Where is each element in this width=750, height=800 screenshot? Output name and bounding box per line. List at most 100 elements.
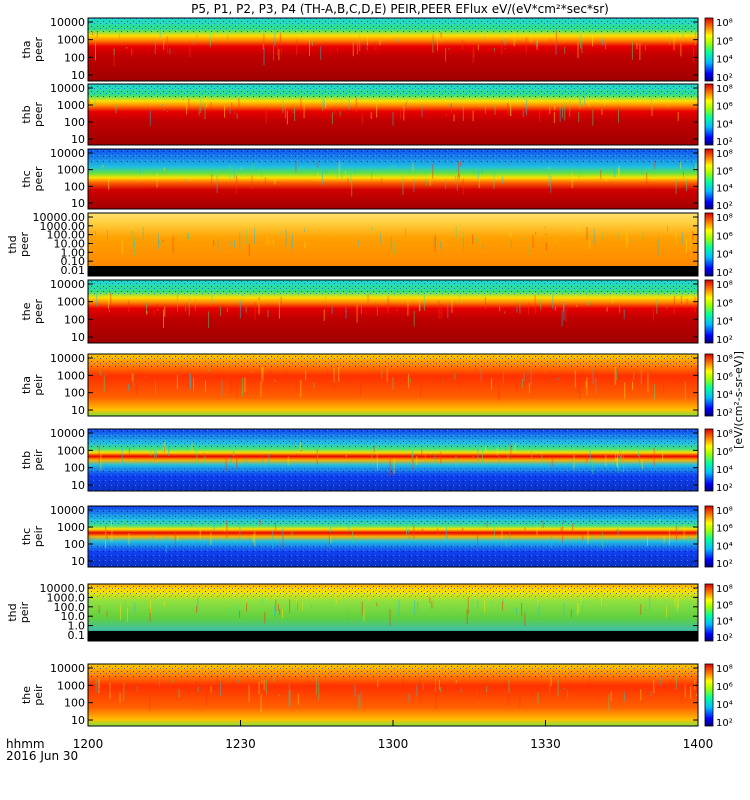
streak [196,35,198,37]
streak [313,382,315,389]
streak [445,526,447,543]
streak [140,173,142,175]
streak [617,232,619,240]
streak [677,595,679,608]
y-tick-label: 100 [64,313,85,326]
streak [252,174,254,181]
streak [477,534,479,550]
y-tick-label: 100.00 [47,229,86,242]
streak [230,456,232,464]
streak [110,292,112,305]
streak [452,609,454,612]
streak [120,604,121,620]
streak [584,96,586,105]
streak [251,175,253,190]
streak [530,367,532,386]
streak [462,105,464,121]
streak [282,527,284,542]
streak [588,232,590,238]
streak [662,453,664,461]
streak [239,611,241,618]
streak [208,521,210,523]
streak [108,309,110,313]
streak [300,97,302,110]
streak [484,105,486,114]
colorbar-tick-label: 10⁸ [716,149,733,160]
streak [478,178,480,188]
colorbar-tick-label: 10⁸ [716,18,733,29]
streak [686,178,688,192]
streak [354,684,356,698]
streak [558,378,559,380]
streak [477,456,479,463]
streak [429,173,431,187]
streak [105,530,107,549]
streak [391,164,393,172]
streak [563,301,565,321]
streak [333,368,335,383]
streak [472,110,474,121]
streak [651,107,653,116]
streak [188,232,189,241]
streak [312,161,314,163]
y-tick-label: 10000.0 [40,582,86,595]
streak [236,455,238,469]
streak [447,305,449,318]
streak [477,448,479,458]
streak [675,233,677,244]
streak [481,164,483,174]
streak [309,38,310,56]
streak [198,108,200,116]
fill-gap-strip [88,266,698,276]
streak [510,240,512,249]
streak [440,40,442,43]
streak [579,97,581,109]
colorbar-tick-label: 10² [716,633,733,644]
streak [367,597,369,602]
streak [572,523,574,535]
streak [301,602,303,611]
streak [636,42,638,50]
streak [644,98,646,104]
streak [331,306,333,314]
streak [168,441,170,452]
colorbar [704,505,714,568]
streak [381,178,383,189]
streak [642,535,644,541]
noise-band [88,354,698,368]
panel-thc-peir: 10 100 1000 10000 thc peir 10² 10⁴ 10⁶ 10⁸ [20,504,733,570]
streak [280,296,282,306]
streak [163,309,164,328]
streak [612,168,614,174]
y-axis-probe: tha [20,376,33,394]
colorbar-tick-label: 10⁴ [716,119,733,130]
streak [563,602,565,618]
streak [278,48,280,61]
streak [554,105,556,111]
colorbar-tick-label: 10⁸ [716,84,733,95]
streak [115,104,117,114]
streak [376,102,378,118]
streak [159,31,161,38]
streak [445,178,447,190]
colorbar-tick-label: 10² [716,483,733,494]
colorbar-tick-label: 10⁶ [716,372,733,383]
streak [243,686,245,688]
streak [238,98,240,112]
streak [638,455,640,466]
streak [604,42,606,50]
y-tick-label: 10000 [50,16,85,29]
noise-band [88,18,698,32]
streak [152,238,154,247]
streak [565,308,567,322]
streak [619,305,621,313]
streak [323,100,325,107]
streak [191,443,193,452]
streak [196,605,198,614]
streak [572,457,574,467]
streak [588,536,590,540]
streak [210,686,212,693]
streak [600,169,602,180]
streak [279,32,281,45]
